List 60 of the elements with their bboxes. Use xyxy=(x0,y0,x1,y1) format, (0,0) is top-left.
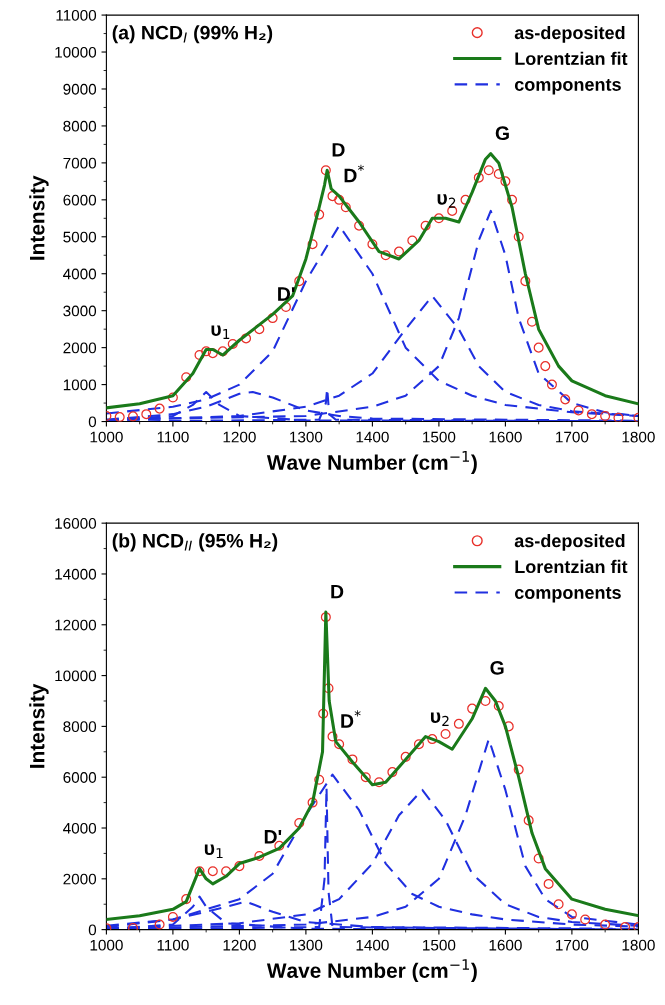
annotation: υ$_{1}$ xyxy=(204,844,223,859)
legend-label: components xyxy=(514,587,621,603)
x-tick-label: 1700 xyxy=(556,431,589,443)
y-tick-label: 1000 xyxy=(63,379,97,391)
x-tick-label: 1700 xyxy=(556,939,589,951)
y-tick-label: 16000 xyxy=(55,518,97,529)
annotation: D xyxy=(332,143,345,157)
annotation: υ$_{2}$ xyxy=(437,194,456,208)
y-axis-title: Intensity xyxy=(29,175,49,260)
annotation: υ$_{2}$ xyxy=(430,712,449,726)
y-tick-label: 4000 xyxy=(63,822,97,834)
y-axis-title: Intensity xyxy=(29,683,49,768)
annotation: D xyxy=(331,584,344,599)
annotation: D$^{*}$ xyxy=(344,164,364,183)
y-tick-label: 12000 xyxy=(55,619,97,631)
chart-title: (b) NCD$_{II}$ (95% H₂) xyxy=(112,533,278,552)
x-tick-label: 1300 xyxy=(290,939,323,951)
chart-title: (a) NCD$_{I}$ (99% H₂) xyxy=(112,25,273,44)
legend-label: components xyxy=(514,78,621,95)
x-tick-label: 1500 xyxy=(423,939,456,951)
x-tick-label: 1600 xyxy=(489,939,522,951)
x-tick-label: 1800 xyxy=(622,939,655,951)
x-axis-title: Wave Number (cm$^{−1}$) xyxy=(266,451,477,474)
annotation: D' xyxy=(264,830,282,844)
x-tick-label: 1200 xyxy=(223,939,256,951)
y-tick-label: 4000 xyxy=(63,268,97,280)
x-tick-label: 1500 xyxy=(423,431,456,443)
legend-label: Lorentzian fit xyxy=(515,51,628,66)
annotation: G xyxy=(490,660,504,675)
x-tick-label: 1800 xyxy=(622,431,655,443)
y-tick-label: 6000 xyxy=(63,194,97,206)
x-tick-label: 1400 xyxy=(356,939,389,951)
y-tick-label: 3000 xyxy=(63,305,97,317)
y-tick-label: 8000 xyxy=(63,721,97,733)
y-tick-label: 6000 xyxy=(63,772,97,783)
legend-label: Lorentzian fit xyxy=(515,559,628,574)
x-tick-label: 1100 xyxy=(157,431,189,443)
x-tick-label: 1400 xyxy=(356,431,389,443)
annotation: D$^{*}$ xyxy=(341,710,361,728)
x-tick-label: 1600 xyxy=(489,431,522,443)
y-tick-label: 2000 xyxy=(63,873,97,885)
y-tick-label: 2000 xyxy=(63,342,97,354)
y-tick-label: 0 xyxy=(88,924,97,936)
legend-label: as-deposited xyxy=(514,25,625,43)
annotation: υ$_{1}$ xyxy=(211,325,230,339)
legend-label: as-deposited xyxy=(514,533,625,551)
y-tick-label: 10000 xyxy=(55,46,97,58)
x-tick-label: 1200 xyxy=(223,431,256,443)
x-axis-title: Wave Number (cm$^{−1}$) xyxy=(266,959,477,983)
y-tick-label: 11000 xyxy=(56,9,97,21)
y-tick-label: 9000 xyxy=(63,83,97,95)
y-tick-label: 14000 xyxy=(55,568,97,580)
x-tick-label: 1100 xyxy=(157,939,189,951)
y-tick-label: 8000 xyxy=(63,120,97,132)
y-tick-label: 5000 xyxy=(63,231,97,243)
annotation: G xyxy=(495,126,509,141)
x-tick-label: 1300 xyxy=(290,431,323,443)
y-tick-label: 10000 xyxy=(55,670,97,682)
y-tick-label: 0 xyxy=(88,416,97,428)
y-tick-label: 7000 xyxy=(63,157,97,169)
